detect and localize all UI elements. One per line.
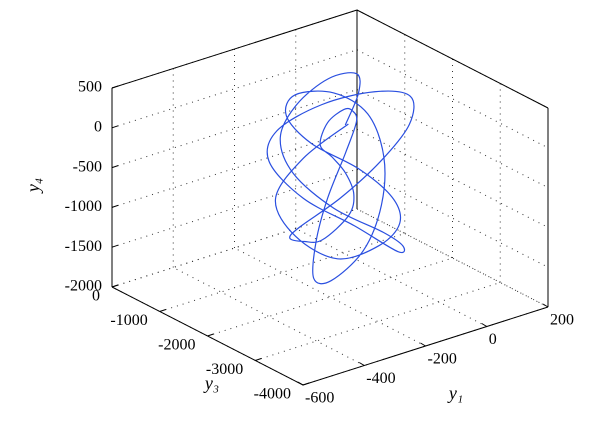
- z-tick-label: -1000: [65, 198, 102, 215]
- y-axis-label: y₃: [203, 373, 219, 393]
- z-tick-label: -2000: [65, 278, 102, 295]
- y-tick-label: -4000: [254, 386, 291, 403]
- tick-mark: [255, 358, 262, 361]
- tick-mark: [358, 362, 365, 366]
- x-tick-label: -400: [366, 370, 395, 387]
- grid-line: [356, 89, 549, 189]
- tick-mark: [481, 323, 488, 327]
- grid-line: [356, 49, 549, 149]
- z-tick-label: 500: [78, 79, 102, 96]
- y-tick-label: -2000: [158, 337, 195, 354]
- y-tick-label: -3000: [206, 361, 243, 378]
- grid-line: [207, 257, 453, 337]
- z-axis-label: y₄: [23, 178, 43, 194]
- tick-mark: [207, 333, 214, 337]
- x-tick-label: -600: [305, 390, 334, 407]
- grid-line: [111, 49, 358, 129]
- grid-line: [356, 168, 549, 268]
- grid-line: [111, 128, 358, 208]
- grid-line: [356, 128, 549, 228]
- tick-mark: [542, 303, 549, 308]
- x-tick-label: 0: [489, 331, 497, 348]
- tick-mark: [111, 244, 119, 248]
- grid-line: [111, 89, 358, 169]
- grid-line: [159, 233, 405, 312]
- tick-mark: [297, 381, 304, 386]
- trajectory: [266, 72, 415, 285]
- grid-line: [255, 282, 501, 361]
- grid-line: [111, 168, 358, 248]
- x-tick-label: 200: [550, 312, 574, 329]
- grid-line: [234, 247, 426, 347]
- grid-line: [111, 208, 358, 288]
- tick-mark: [111, 125, 119, 129]
- y-tick-label: -1000: [110, 312, 147, 329]
- tick-mark: [111, 204, 119, 208]
- axis-line: [111, 9, 358, 89]
- tick-mark: [111, 165, 119, 169]
- tick-mark: [111, 284, 119, 288]
- x-axis-label: y₁: [447, 383, 463, 403]
- tick-mark: [159, 309, 166, 312]
- y-tick-label: 0: [92, 288, 100, 305]
- z-tick-label: 0: [94, 118, 102, 135]
- axis-line: [356, 9, 549, 109]
- grid-line: [173, 267, 365, 366]
- x-tick-label: -200: [428, 351, 457, 368]
- tick-mark: [420, 342, 426, 347]
- tick-mark: [111, 85, 119, 89]
- z-tick-label: -1500: [65, 238, 102, 255]
- tick-mark: [302, 382, 310, 386]
- z-tick-label: -500: [73, 158, 102, 175]
